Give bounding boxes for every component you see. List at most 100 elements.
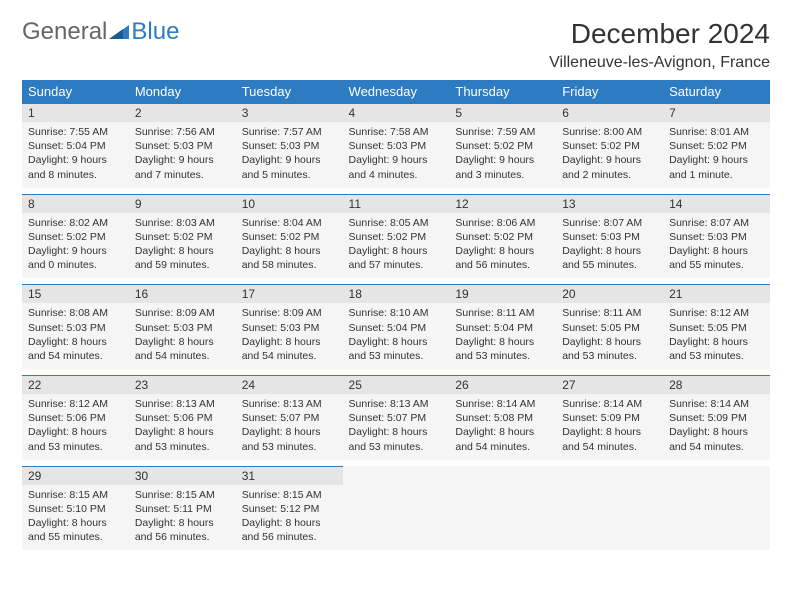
sunset-line: Sunset: 5:02 PM: [455, 139, 550, 153]
day-number: 15: [22, 284, 129, 303]
sunrise-line: Sunrise: 8:15 AM: [135, 488, 230, 502]
sunset-line: Sunset: 5:08 PM: [455, 411, 550, 425]
day-number: 12: [449, 194, 556, 213]
day-number: 21: [663, 284, 770, 303]
day-body: Sunrise: 7:55 AMSunset: 5:04 PMDaylight:…: [22, 122, 129, 188]
day-cell: 12 Sunrise: 8:06 AMSunset: 5:02 PMDayligh…: [449, 194, 556, 279]
sunrise-line: Sunrise: 8:06 AM: [455, 216, 550, 230]
dow-header: Monday: [129, 80, 236, 103]
day-cell: 6Sunrise: 8:00 AMSunset: 5:02 PMDaylight…: [556, 103, 663, 188]
day-number: 1: [22, 103, 129, 122]
day-number: 2: [129, 103, 236, 122]
day-body: Sunrise: 7:56 AMSunset: 5:03 PMDaylight:…: [129, 122, 236, 188]
day-number: 4: [343, 103, 450, 122]
sunrise-line: Sunrise: 8:01 AM: [669, 125, 764, 139]
daylight-line: Daylight: 8 hours and 58 minutes.: [242, 244, 337, 272]
day-number: 27: [556, 375, 663, 394]
sunrise-line: Sunrise: 7:55 AM: [28, 125, 123, 139]
sunrise-line: Sunrise: 8:09 AM: [242, 306, 337, 320]
daylight-line: Daylight: 8 hours and 54 minutes.: [455, 425, 550, 453]
sunrise-line: Sunrise: 7:56 AM: [135, 125, 230, 139]
day-body: Sunrise: 8:05 AMSunset: 5:02 PMDaylight:…: [343, 213, 450, 279]
sunrise-line: Sunrise: 8:14 AM: [562, 397, 657, 411]
day-cell: 3Sunrise: 7:57 AMSunset: 5:03 PMDaylight…: [236, 103, 343, 188]
empty-cell: [556, 466, 663, 551]
sunset-line: Sunset: 5:04 PM: [28, 139, 123, 153]
dow-header: Wednesday: [343, 80, 450, 103]
day-cell: 4Sunrise: 7:58 AMSunset: 5:03 PMDaylight…: [343, 103, 450, 188]
sunrise-line: Sunrise: 8:14 AM: [455, 397, 550, 411]
day-number: 25: [343, 375, 450, 394]
daylight-line: Daylight: 8 hours and 55 minutes.: [28, 516, 123, 544]
sunrise-line: Sunrise: 8:15 AM: [242, 488, 337, 502]
sunrise-line: Sunrise: 7:59 AM: [455, 125, 550, 139]
daylight-line: Daylight: 9 hours and 5 minutes.: [242, 153, 337, 181]
daylight-line: Daylight: 8 hours and 54 minutes.: [28, 335, 123, 363]
sunset-line: Sunset: 5:11 PM: [135, 502, 230, 516]
day-cell: 23Sunrise: 8:13 AMSunset: 5:06 PMDayligh…: [129, 375, 236, 460]
sunset-line: Sunset: 5:03 PM: [242, 139, 337, 153]
daylight-line: Daylight: 8 hours and 56 minutes.: [242, 516, 337, 544]
daylight-line: Daylight: 8 hours and 53 minutes.: [28, 425, 123, 453]
dow-header: Saturday: [663, 80, 770, 103]
day-body: Sunrise: 8:00 AMSunset: 5:02 PMDaylight:…: [556, 122, 663, 188]
sunrise-line: Sunrise: 8:13 AM: [135, 397, 230, 411]
day-number: 8: [22, 194, 129, 213]
sunrise-line: Sunrise: 8:00 AM: [562, 125, 657, 139]
day-body: Sunrise: 8:13 AMSunset: 5:06 PMDaylight:…: [129, 394, 236, 460]
day-cell: 5Sunrise: 7:59 AMSunset: 5:02 PMDaylight…: [449, 103, 556, 188]
day-body: Sunrise: 8:11 AMSunset: 5:04 PMDaylight:…: [449, 303, 556, 369]
empty-cell: [663, 466, 770, 551]
day-number: 3: [236, 103, 343, 122]
day-cell: 25Sunrise: 8:13 AMSunset: 5:07 PMDayligh…: [343, 375, 450, 460]
daylight-line: Daylight: 8 hours and 57 minutes.: [349, 244, 444, 272]
sunset-line: Sunset: 5:12 PM: [242, 502, 337, 516]
daylight-line: Daylight: 8 hours and 56 minutes.: [455, 244, 550, 272]
sunset-line: Sunset: 5:02 PM: [455, 230, 550, 244]
day-cell: 27Sunrise: 8:14 AMSunset: 5:09 PMDayligh…: [556, 375, 663, 460]
week-row: 15Sunrise: 8:08 AMSunset: 5:03 PMDayligh…: [22, 284, 770, 369]
daylight-line: Daylight: 8 hours and 54 minutes.: [242, 335, 337, 363]
day-body: Sunrise: 8:15 AMSunset: 5:11 PMDaylight:…: [129, 485, 236, 551]
sunset-line: Sunset: 5:09 PM: [562, 411, 657, 425]
day-body: Sunrise: 8:14 AMSunset: 5:08 PMDaylight:…: [449, 394, 556, 460]
sunset-line: Sunset: 5:03 PM: [135, 139, 230, 153]
day-body: Sunrise: 8:07 AMSunset: 5:03 PMDaylight:…: [556, 213, 663, 279]
day-number: 20: [556, 284, 663, 303]
day-number: 5: [449, 103, 556, 122]
day-body: Sunrise: 8:08 AMSunset: 5:03 PMDaylight:…: [22, 303, 129, 369]
sunset-line: Sunset: 5:10 PM: [28, 502, 123, 516]
daylight-line: Daylight: 9 hours and 0 minutes.: [28, 244, 123, 272]
day-body: Sunrise: 8:10 AMSunset: 5:04 PMDaylight:…: [343, 303, 450, 369]
day-cell: 30Sunrise: 8:15 AMSunset: 5:11 PMDayligh…: [129, 466, 236, 551]
sunset-line: Sunset: 5:03 PM: [349, 139, 444, 153]
day-number: 28: [663, 375, 770, 394]
day-cell: 20Sunrise: 8:11 AMSunset: 5:05 PMDayligh…: [556, 284, 663, 369]
daylight-line: Daylight: 8 hours and 55 minutes.: [562, 244, 657, 272]
day-number: 10: [236, 194, 343, 213]
empty-cell: [343, 466, 450, 551]
day-number: 18: [343, 284, 450, 303]
day-number: 30: [129, 466, 236, 485]
day-body: Sunrise: 8:03 AMSunset: 5:02 PMDaylight:…: [129, 213, 236, 279]
sunrise-line: Sunrise: 8:12 AM: [28, 397, 123, 411]
day-number: 11: [343, 194, 450, 213]
daylight-line: Daylight: 8 hours and 54 minutes.: [135, 335, 230, 363]
day-body: Sunrise: 7:59 AMSunset: 5:02 PMDaylight:…: [449, 122, 556, 188]
day-body: Sunrise: 8:09 AMSunset: 5:03 PMDaylight:…: [236, 303, 343, 369]
day-cell: 26Sunrise: 8:14 AMSunset: 5:08 PMDayligh…: [449, 375, 556, 460]
day-cell: 24Sunrise: 8:13 AMSunset: 5:07 PMDayligh…: [236, 375, 343, 460]
sunset-line: Sunset: 5:03 PM: [562, 230, 657, 244]
header: General Blue December 2024 Villeneuve-le…: [22, 18, 770, 72]
sunset-line: Sunset: 5:02 PM: [135, 230, 230, 244]
day-cell: 10Sunrise: 8:04 AMSunset: 5:02 PMDayligh…: [236, 194, 343, 279]
sunrise-line: Sunrise: 8:13 AM: [242, 397, 337, 411]
day-number: 26: [449, 375, 556, 394]
daylight-line: Daylight: 8 hours and 53 minutes.: [562, 335, 657, 363]
daylight-line: Daylight: 8 hours and 54 minutes.: [669, 425, 764, 453]
sunrise-line: Sunrise: 8:02 AM: [28, 216, 123, 230]
day-body: Sunrise: 8:12 AMSunset: 5:05 PMDaylight:…: [663, 303, 770, 369]
dow-header: Tuesday: [236, 80, 343, 103]
day-body: Sunrise: 8:12 AMSunset: 5:06 PMDaylight:…: [22, 394, 129, 460]
day-body: Sunrise: 8:09 AMSunset: 5:03 PMDaylight:…: [129, 303, 236, 369]
